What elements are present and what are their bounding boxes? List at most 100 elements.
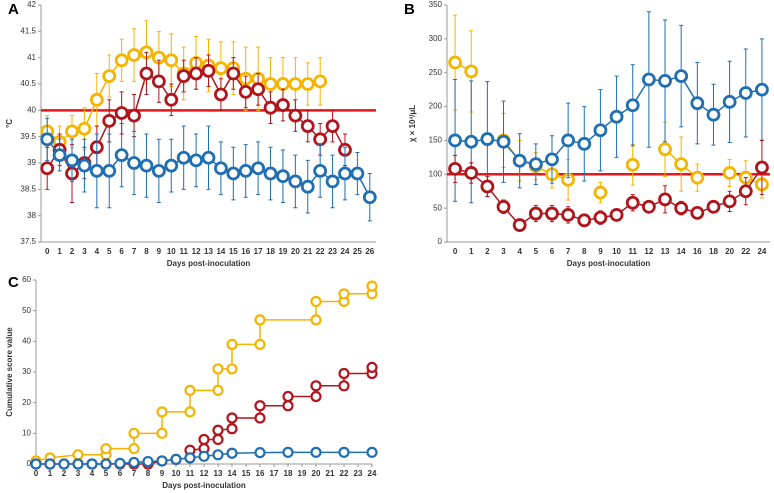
x-tick-label: 18 [284,469,293,478]
y-tick-label: 150 [429,136,443,145]
x-tick-label: 6 [119,247,124,256]
data-point [226,412,238,424]
data-point [288,77,303,91]
x-tick-label: 10 [167,247,176,256]
y-tick-label: 60 [22,275,31,284]
y-axis-title: °C [5,119,14,128]
data-point [114,53,129,68]
y-tick-label: 20 [22,398,31,407]
data-point [480,132,495,146]
x-tick-label: 20 [312,469,321,478]
data-point [658,142,672,157]
data-point [164,92,179,107]
x-tick-label: 13 [661,247,670,256]
x-tick-label: 5 [107,247,112,256]
data-point [128,456,140,469]
data-point [212,363,224,375]
data-point [65,124,79,139]
data-point [464,134,479,149]
data-point [276,77,290,91]
x-tick-label: 25 [353,247,362,256]
x-tick-label: 2 [62,469,67,478]
data-point [89,92,104,107]
data-point [128,427,140,439]
y-tick-label: 40.5 [20,79,36,88]
data-point [366,446,378,458]
data-point [127,48,141,62]
x-tick-label: 26 [365,247,374,256]
x-tick-label: 22 [741,247,750,256]
data-point [282,446,294,458]
y-tick-label: 0 [27,459,32,468]
x-axis-title: Days post-inoculation [567,259,651,268]
data-point [738,184,753,199]
data-point [528,157,543,172]
data-point [184,452,196,464]
data-point [338,166,352,181]
x-tick-label: 24 [757,247,766,256]
data-point [674,157,689,172]
data-point [226,447,238,459]
y-tick-label: 350 [429,0,443,9]
data-point [212,433,224,446]
x-tick-label: 22 [316,247,325,256]
x-tick-label: 20 [725,247,734,256]
data-point [89,163,104,178]
data-point [338,446,350,458]
data-point [114,148,129,163]
data-point [176,150,191,165]
data-point [170,453,182,465]
x-tick-label: 24 [368,469,377,478]
y-tick-label: 41 [27,53,36,62]
panel-label: A [8,1,19,18]
data-point [212,449,224,461]
data-point [362,190,377,205]
data-point [338,367,350,380]
x-tick-label: 9 [157,247,162,256]
data-point [313,132,328,147]
data-point [156,455,168,467]
data-point [338,380,350,392]
data-point [338,288,350,300]
data-point [674,69,689,83]
x-tick-label: 14 [677,247,686,256]
panel-label: B [404,1,415,18]
data-point [313,74,328,89]
x-tick-label: 19 [278,247,287,256]
data-point [40,132,55,147]
x-tick-label: 21 [326,469,335,478]
y-tick-label: 200 [429,102,443,111]
x-tick-label: 3 [76,469,81,478]
data-point [184,384,196,396]
x-tick-label: 9 [160,469,165,478]
y-tick-label: 39.5 [20,132,36,141]
data-point [561,133,576,148]
y-tick-label: 50 [433,203,442,212]
x-tick-label: 12 [644,247,653,256]
data-point [102,163,117,178]
data-point [254,400,266,412]
data-point [545,206,559,221]
data-point [226,166,241,181]
data-point [254,338,266,350]
data-point [706,107,721,122]
x-tick-label: 11 [179,247,188,256]
data-point [755,82,769,97]
x-tick-label: 10 [612,247,621,256]
data-point [288,108,303,123]
x-tick-label: 1 [469,247,474,256]
data-point [593,123,608,138]
y-tick-label: 30 [22,367,31,376]
data-point [58,458,70,470]
y-tick-label: 250 [429,68,443,77]
data-point [512,218,527,232]
x-tick-label: 12 [192,247,201,256]
data-point [310,446,322,458]
x-tick-label: 5 [104,469,109,478]
x-tick-label: 17 [270,469,279,478]
x-tick-label: 18 [709,247,718,256]
x-tick-label: 22 [340,469,349,478]
data-point [251,82,266,97]
data-point [577,136,592,151]
data-point [77,158,92,173]
